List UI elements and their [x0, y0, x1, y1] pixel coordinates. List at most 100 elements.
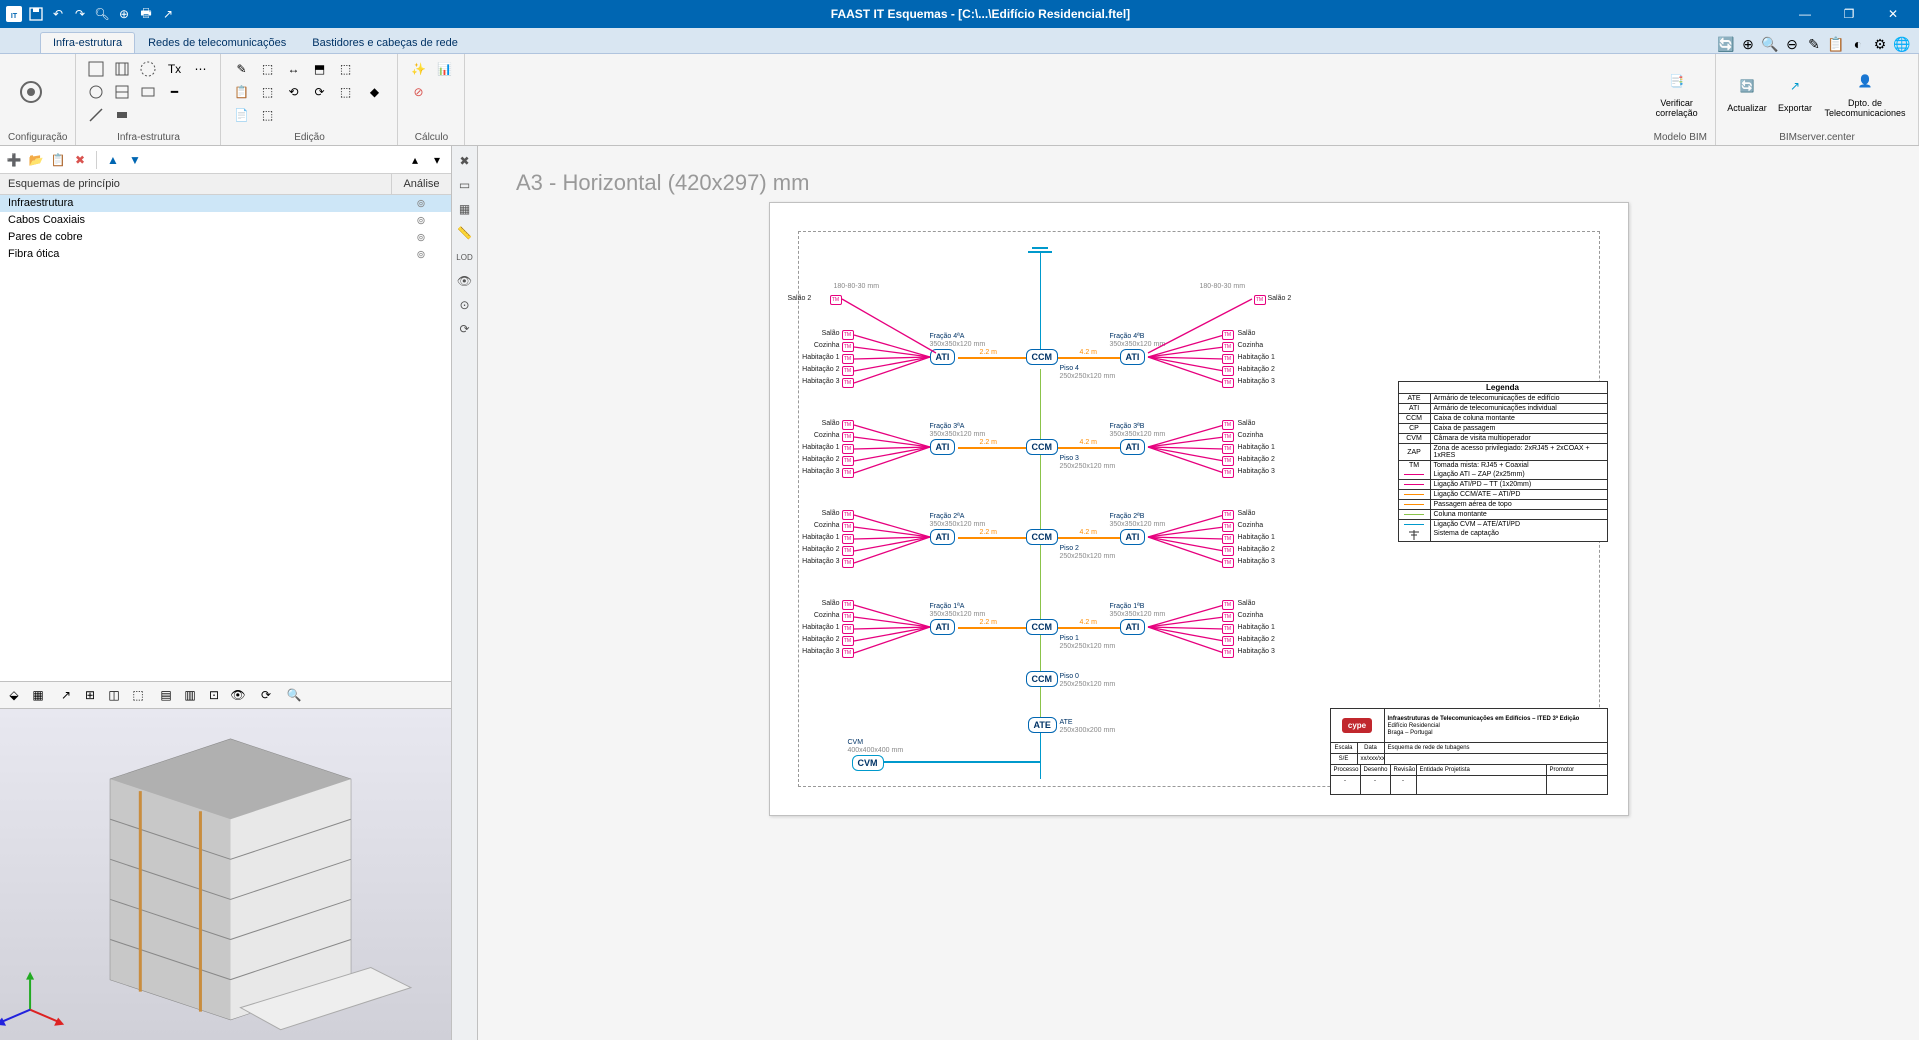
calc-btn-3[interactable]: 📊 [432, 58, 456, 80]
help-icon-2[interactable]: ⊕ [1739, 35, 1757, 53]
view-btn-9[interactable]: ⟳ [256, 685, 276, 705]
help-icon-6[interactable]: 📋 [1827, 35, 1845, 53]
infra-btn-4[interactable] [110, 58, 134, 80]
help-icon-1[interactable]: 🔄 [1717, 35, 1735, 53]
view-btn-5[interactable]: ▤ [156, 685, 176, 705]
update-button[interactable]: 🔄 Actualizar [1724, 58, 1770, 126]
strip-eye-icon[interactable]: 👁 [454, 270, 476, 292]
edit-btn-6[interactable]: ⬚ [255, 104, 279, 126]
infra-btn-9[interactable]: Tx [162, 58, 186, 80]
infra-btn-5[interactable] [110, 81, 134, 103]
view-btn-1[interactable]: ↗ [56, 685, 76, 705]
view-btn-2[interactable]: ⊞ [80, 685, 100, 705]
tm-l-3-1: TM [842, 612, 854, 622]
app-icon[interactable]: IT [4, 4, 24, 24]
panel-new-icon[interactable]: ➕ [4, 150, 24, 170]
oline-l-2 [958, 537, 1026, 539]
infra-btn-11[interactable]: ⋯ [188, 58, 212, 80]
maximize-button[interactable]: ❐ [1827, 0, 1871, 28]
help-icon-8[interactable]: ⚙ [1871, 35, 1889, 53]
list-item[interactable]: Pares de cobre⊚ [0, 229, 451, 246]
help-icon-5[interactable]: ✎ [1805, 35, 1823, 53]
view-btn-3[interactable]: ◫ [104, 685, 124, 705]
help-icon-4[interactable]: ⊖ [1783, 35, 1801, 53]
edit-btn-2[interactable]: 📋 [229, 81, 253, 103]
list-item[interactable]: Cabos Coaxiais⊚ [0, 212, 451, 229]
view3d-icon[interactable]: ⬙ [4, 685, 24, 705]
strip-layer-icon[interactable]: LOD [454, 246, 476, 268]
config-button[interactable] [8, 58, 54, 126]
app-menu[interactable] [0, 27, 40, 53]
cvm-riser [1040, 727, 1042, 779]
search-icon[interactable]: 🔍︎ [92, 4, 112, 24]
list-item[interactable]: Fibra ótica⊚ [0, 246, 451, 263]
help-icon-3[interactable]: 🔍 [1761, 35, 1779, 53]
tab-redes[interactable]: Redes de telecomunicações [135, 32, 299, 53]
tab-infraestrutura[interactable]: Infra-estrutura [40, 32, 135, 53]
panel-del-icon[interactable]: ✖ [70, 150, 90, 170]
export-button[interactable]: ↗ Exportar [1772, 58, 1818, 126]
panel-up-icon[interactable]: ▲ [103, 150, 123, 170]
panel-collapse-icon[interactable]: ▴ [405, 150, 425, 170]
help-icon-9[interactable]: 🌐 [1893, 35, 1911, 53]
infra-btn-1[interactable] [84, 58, 108, 80]
view-btn-8[interactable]: 👁 [228, 685, 248, 705]
edit-btn-9[interactable]: ⬒ [307, 58, 331, 80]
edit-btn-4[interactable]: ⬚ [255, 58, 279, 80]
tm-l-3-3: TM [842, 636, 854, 646]
edit-btn-11[interactable]: ⬚ [333, 58, 357, 80]
room-l-1-3: Habitação 2 [798, 456, 840, 463]
edit-btn-7[interactable]: ↔ [281, 58, 305, 80]
edit-btn-13[interactable]: ◆ [359, 58, 389, 126]
view-zoom-icon[interactable]: 🔍 [284, 685, 304, 705]
view-top-icon[interactable]: ▦ [28, 685, 48, 705]
cvm-dim: 400x400x400 mm [848, 747, 904, 754]
edit-btn-10[interactable]: ⟳ [307, 81, 331, 103]
undo-icon[interactable]: ↶ [48, 4, 68, 24]
infra-btn-3[interactable] [84, 104, 108, 126]
strip-close-icon[interactable]: ✖ [454, 150, 476, 172]
infra-btn-6[interactable] [110, 104, 134, 126]
panel-open-icon[interactable]: 📂 [26, 150, 46, 170]
close-button[interactable]: ✕ [1871, 0, 1915, 28]
calc-btn-2[interactable]: ⊘ [406, 81, 430, 103]
redo-icon[interactable]: ↷ [70, 4, 90, 24]
list-item[interactable]: Infraestrutura⊚ [0, 195, 451, 212]
infra-btn-2[interactable] [84, 81, 108, 103]
infra-btn-7[interactable] [136, 58, 160, 80]
view-btn-6[interactable]: ▥ [180, 685, 200, 705]
canvas[interactable]: A3 - Horizontal (420x297) mm ATIATICCMFr… [478, 146, 1919, 1040]
verify-button[interactable]: 📑 Verificar correlação [1654, 58, 1700, 126]
strip-cfg-icon[interactable]: ⊙ [454, 294, 476, 316]
group-calc-label: Cálculo [406, 130, 456, 143]
infra-btn-8[interactable] [136, 81, 160, 103]
3d-viewer[interactable] [0, 709, 451, 1040]
tab-bastidores[interactable]: Bastidores e cabeças de rede [299, 32, 471, 53]
calc-btn-1[interactable]: ✨ [406, 58, 430, 80]
strip-reset-icon[interactable]: ⟳ [454, 318, 476, 340]
zoom-icon[interactable]: ⊕ [114, 4, 134, 24]
panel-menu-icon[interactable]: ▾ [427, 150, 447, 170]
strip-win-icon[interactable]: ▭ [454, 174, 476, 196]
print-icon[interactable]: 🖶 [136, 4, 156, 24]
export-icon[interactable]: ↗ [158, 4, 178, 24]
edit-btn-12[interactable]: ⬚ [333, 81, 357, 103]
strip-ruler-icon[interactable]: 📏 [454, 222, 476, 244]
strip-grid-icon[interactable]: ▦ [454, 198, 476, 220]
help-icon-7[interactable]: ◐ [1849, 35, 1867, 53]
tm-l-1-2: TM [842, 444, 854, 454]
room-l-1-4: Habitação 3 [798, 468, 840, 475]
view-btn-7[interactable]: ⊡ [204, 685, 224, 705]
dpto-button[interactable]: 👤 Dpto. de Telecomunicaciones [1820, 58, 1910, 126]
edit-btn-5[interactable]: ⬚ [255, 81, 279, 103]
edit-btn-1[interactable]: ✎ [229, 58, 253, 80]
cart-des-h: Desenho [1361, 765, 1391, 775]
panel-copy-icon[interactable]: 📋 [48, 150, 68, 170]
minimize-button[interactable]: — [1783, 0, 1827, 28]
infra-btn-10[interactable]: ━ [162, 81, 186, 103]
panel-down-icon[interactable]: ▼ [125, 150, 145, 170]
save-icon[interactable] [26, 4, 46, 24]
edit-btn-3[interactable]: 📄 [229, 104, 253, 126]
view-btn-4[interactable]: ⬚ [128, 685, 148, 705]
edit-btn-8[interactable]: ⟲ [281, 81, 305, 103]
